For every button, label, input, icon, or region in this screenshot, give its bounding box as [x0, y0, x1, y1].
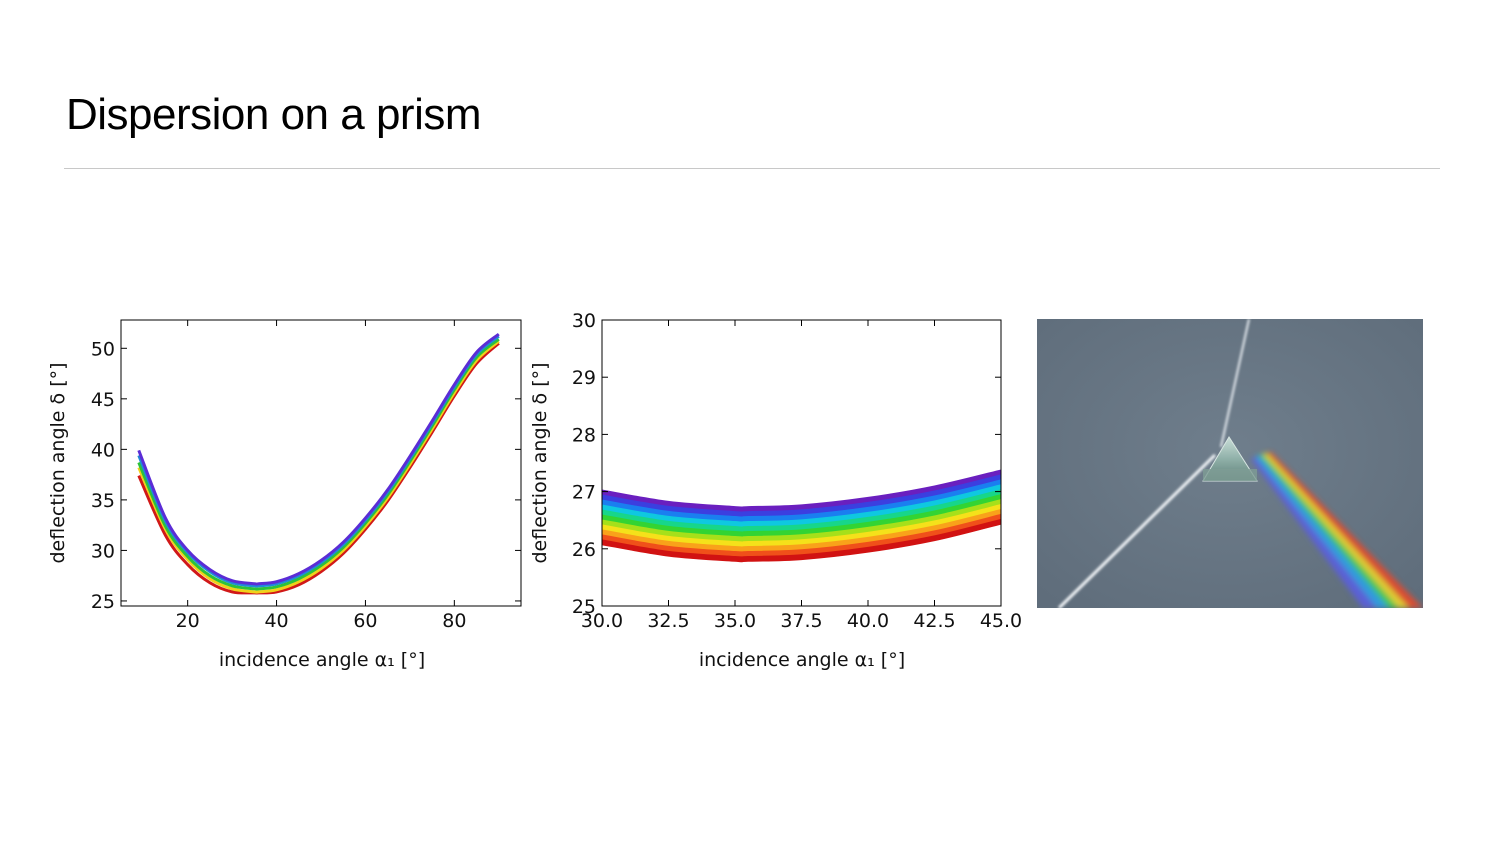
chart1-xlabel: incidence angle α₁ [°] [219, 649, 425, 671]
title-divider [64, 168, 1440, 169]
chart1-ytick-label: 30 [91, 540, 115, 562]
chart1-xtick-label: 60 [353, 610, 377, 632]
chart2-frame [601, 319, 1002, 607]
chart1-series-line [137, 338, 500, 591]
chart2-xtick-label: 42.5 [913, 610, 955, 632]
chart-deflection-vs-incidence: 20 40 60 80 25 30 35 40 45 50 [91, 319, 522, 632]
chart1-xtick-label: 80 [442, 610, 466, 632]
chart1-series-line [137, 332, 500, 586]
chart2-ytick-label: 28 [572, 424, 596, 446]
chart1-xtick-label: 40 [264, 610, 288, 632]
chart2-ytick-label: 25 [572, 596, 596, 618]
chart2-xtick-label: 37.5 [780, 610, 822, 632]
chart2-ytick-label: 26 [572, 539, 596, 561]
chart2-ytick-label: 27 [572, 482, 596, 504]
chart1-ytick-label: 35 [91, 490, 115, 512]
chart1-ytick-label: 45 [91, 389, 115, 411]
chart2-xlabel: incidence angle α₁ [°] [699, 649, 905, 671]
chart2-ytick-label: 29 [572, 367, 596, 389]
chart1-series-line [137, 334, 500, 588]
white-beam [1057, 453, 1217, 608]
chart2-xtick-label: 30.0 [581, 610, 623, 632]
chart2-xtick-label: 32.5 [647, 610, 689, 632]
chart2-ytick-label: 30 [572, 310, 596, 332]
incident-beam-top [1220, 319, 1250, 448]
chart1-ytick-label: 40 [91, 439, 115, 461]
chart1-ytick-label: 50 [91, 338, 115, 360]
chart-deflection-zoom: 30.0 32.5 35.0 37.5 40.0 42.5 45.0 25 26 27 28 29 30 [572, 310, 1022, 632]
chart1-xtick-label: 20 [176, 610, 200, 632]
chart2-ylabel: deflection angle δ [°] [529, 362, 551, 563]
chart2-xtick-label: 45.0 [980, 610, 1022, 632]
prism-photo [1037, 319, 1423, 608]
chart1-frame [120, 319, 522, 607]
chart1-ylabel: deflection angle δ [°] [47, 362, 69, 563]
spectrum-beam [1251, 452, 1423, 608]
prism-base [1203, 469, 1257, 481]
chart1-series-line [137, 340, 500, 594]
slide-title: Dispersion on a prism [66, 90, 482, 139]
chart1-series-line [137, 342, 500, 595]
chart1-ytick-label: 25 [91, 591, 115, 613]
chart2-xtick-label: 40.0 [847, 610, 889, 632]
chart2-xtick-label: 35.0 [714, 610, 756, 632]
